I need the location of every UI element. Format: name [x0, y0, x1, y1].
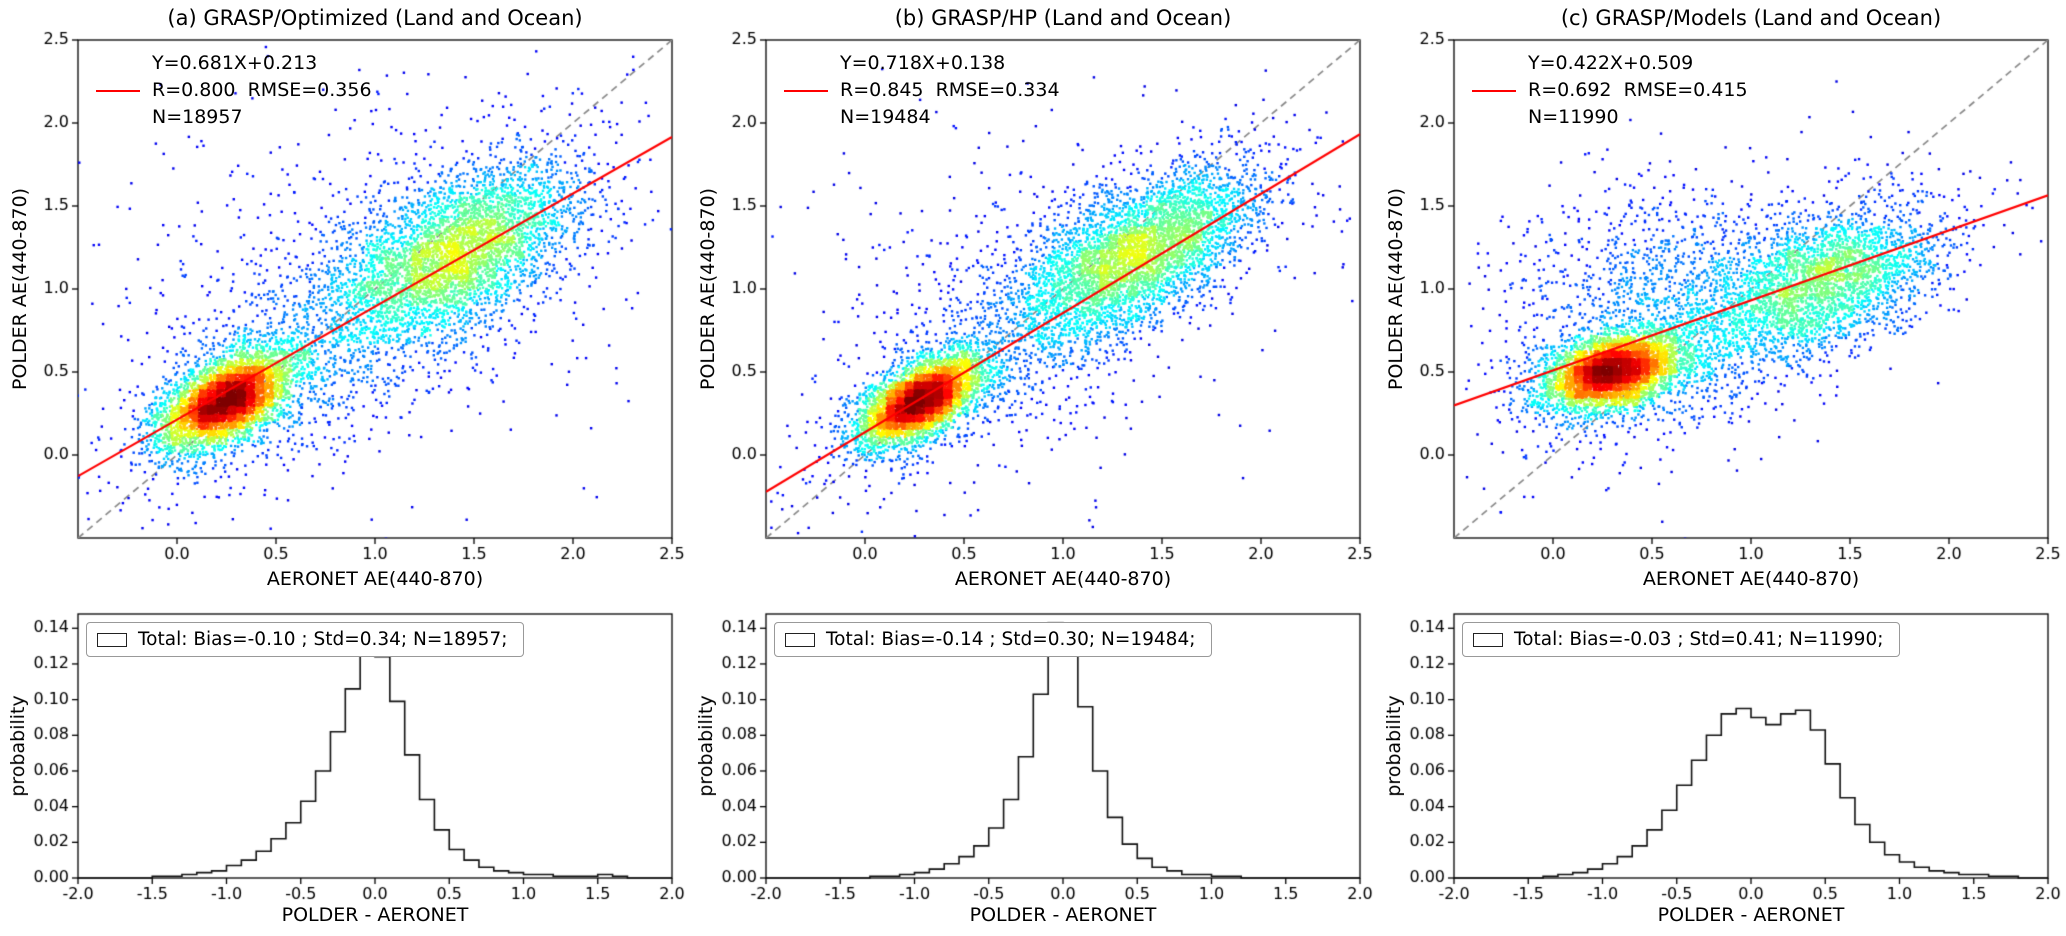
fit-r-rmse: R=0.800 RMSE=0.356 [152, 79, 372, 101]
fit-stats-legend: Y=0.422X+0.509 R=0.692 RMSE=0.415 N=1199… [1472, 50, 1748, 131]
y-axis-label: probability [695, 695, 717, 797]
x-axis-label: POLDER - AERONET [1657, 904, 1845, 926]
plot-title: (a) GRASP/Optimized (Land and Ocean) [167, 6, 583, 30]
fit-stats-legend: Y=0.681X+0.213 R=0.800 RMSE=0.356 N=1895… [96, 50, 372, 131]
histogram-legend-swatch [97, 632, 127, 647]
plot-title: (b) GRASP/HP (Land and Ocean) [894, 6, 1232, 30]
fit-stats-row: R=0.692 RMSE=0.415 [1472, 77, 1748, 104]
fit-equation: Y=0.681X+0.213 [152, 52, 318, 74]
y-axis-label: POLDER AE(440-870) [1385, 187, 1407, 391]
fit-n: N=18957 [152, 106, 243, 128]
x-axis-label: AERONET AE(440-870) [1642, 568, 1860, 590]
x-axis-label: POLDER - AERONET [281, 904, 469, 926]
panel-b: (b) GRASP/HP (Land and Ocean) POLDER AE(… [688, 0, 1376, 936]
fit-equation: Y=0.718X+0.138 [840, 52, 1006, 74]
fit-n: N=11990 [1528, 106, 1619, 128]
scatter-canvas [1376, 0, 2064, 600]
scatter-plot-a: (a) GRASP/Optimized (Land and Ocean) POL… [0, 0, 688, 600]
y-axis-label: POLDER AE(440-870) [9, 187, 31, 391]
scatter-plot-c: (c) GRASP/Models (Land and Ocean) POLDER… [1376, 0, 2064, 600]
histogram-legend-label: Total: Bias=-0.03 ; Std=0.41; N=11990; [1514, 629, 1884, 650]
histogram-plot-b: Total: Bias=-0.14 ; Std=0.30; N=19484; p… [688, 600, 1376, 936]
histogram-legend-swatch [785, 632, 815, 647]
panel-a: (a) GRASP/Optimized (Land and Ocean) POL… [0, 0, 688, 936]
scatter-plot-b: (b) GRASP/HP (Land and Ocean) POLDER AE(… [688, 0, 1376, 600]
histogram-legend-swatch [1473, 632, 1503, 647]
histogram-legend: Total: Bias=-0.14 ; Std=0.30; N=19484; [774, 622, 1213, 657]
histogram-plot-c: Total: Bias=-0.03 ; Std=0.41; N=11990; p… [1376, 600, 2064, 936]
scatter-canvas [0, 0, 688, 600]
x-axis-label: POLDER - AERONET [969, 904, 1157, 926]
y-axis-label: probability [7, 695, 29, 797]
fit-equation: Y=0.422X+0.509 [1528, 52, 1694, 74]
histogram-legend-label: Total: Bias=-0.10 ; Std=0.34; N=18957; [138, 629, 508, 650]
fit-line-legend-marker [1472, 89, 1516, 92]
fit-r-rmse: R=0.845 RMSE=0.334 [840, 79, 1060, 101]
x-axis-label: AERONET AE(440-870) [954, 568, 1172, 590]
fit-line-legend-marker [96, 89, 140, 92]
fit-stats-legend: Y=0.718X+0.138 R=0.845 RMSE=0.334 N=1948… [784, 50, 1060, 131]
x-axis-label: AERONET AE(440-870) [266, 568, 484, 590]
fit-n: N=19484 [840, 106, 931, 128]
histogram-plot-a: Total: Bias=-0.10 ; Std=0.34; N=18957; p… [0, 600, 688, 936]
fit-stats-row: R=0.845 RMSE=0.334 [784, 77, 1060, 104]
fit-line-legend-marker [784, 89, 828, 92]
plot-title: (c) GRASP/Models (Land and Ocean) [1560, 6, 1942, 30]
scatter-canvas [688, 0, 1376, 600]
histogram-legend: Total: Bias=-0.03 ; Std=0.41; N=11990; [1462, 622, 1901, 657]
y-axis-label: probability [1383, 695, 1405, 797]
fit-r-rmse: R=0.692 RMSE=0.415 [1528, 79, 1748, 101]
y-axis-label: POLDER AE(440-870) [697, 187, 719, 391]
fit-stats-row: R=0.800 RMSE=0.356 [96, 77, 372, 104]
panel-c: (c) GRASP/Models (Land and Ocean) POLDER… [1376, 0, 2064, 936]
histogram-legend-label: Total: Bias=-0.14 ; Std=0.30; N=19484; [826, 629, 1196, 650]
histogram-legend: Total: Bias=-0.10 ; Std=0.34; N=18957; [86, 622, 525, 657]
